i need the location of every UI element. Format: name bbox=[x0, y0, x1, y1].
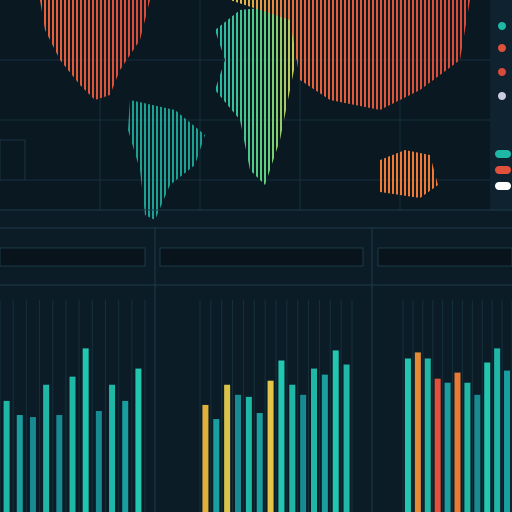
dropdown[interactable] bbox=[159, 247, 364, 267]
bar bbox=[311, 368, 317, 512]
bar bbox=[82, 348, 89, 512]
bar bbox=[29, 417, 36, 512]
sidebar-icon[interactable] bbox=[498, 44, 506, 52]
bar bbox=[16, 415, 23, 512]
dropdown[interactable] bbox=[0, 247, 146, 267]
bar bbox=[213, 419, 220, 512]
bar bbox=[414, 352, 421, 512]
bar bbox=[434, 378, 441, 512]
bar bbox=[235, 394, 241, 512]
bar bbox=[300, 394, 307, 512]
bar bbox=[494, 348, 501, 512]
bar bbox=[224, 384, 231, 512]
bar bbox=[464, 382, 471, 512]
bar bbox=[454, 372, 461, 512]
bar bbox=[343, 364, 350, 512]
bar bbox=[504, 370, 511, 512]
bar bbox=[444, 382, 451, 512]
bar bbox=[332, 350, 339, 512]
bar bbox=[245, 396, 252, 512]
bar bbox=[267, 380, 274, 512]
world-map bbox=[40, 0, 470, 220]
sidebar bbox=[490, 0, 512, 210]
bar bbox=[3, 400, 10, 512]
bar bbox=[321, 374, 328, 512]
toggle[interactable] bbox=[495, 150, 511, 158]
bar bbox=[474, 394, 481, 512]
bar bbox=[69, 376, 76, 512]
bar bbox=[484, 362, 491, 512]
bar bbox=[122, 400, 129, 512]
bar bbox=[202, 404, 209, 512]
bar bbox=[289, 384, 296, 512]
bar bbox=[56, 415, 63, 512]
sidebar-icon[interactable] bbox=[498, 68, 506, 76]
bar bbox=[109, 384, 116, 512]
bar bbox=[404, 358, 411, 512]
sidebar-icon[interactable] bbox=[498, 92, 506, 100]
toggle[interactable] bbox=[495, 166, 511, 174]
bar bbox=[256, 413, 263, 512]
bar bbox=[43, 384, 50, 512]
toggle[interactable] bbox=[495, 182, 511, 190]
dropdown[interactable] bbox=[377, 247, 512, 267]
bar bbox=[278, 360, 285, 512]
bar bbox=[95, 411, 102, 512]
panels bbox=[0, 209, 512, 512]
sidebar-icon[interactable] bbox=[498, 22, 506, 30]
map-overlay bbox=[0, 139, 26, 181]
bar bbox=[424, 358, 431, 512]
bar bbox=[135, 368, 142, 512]
